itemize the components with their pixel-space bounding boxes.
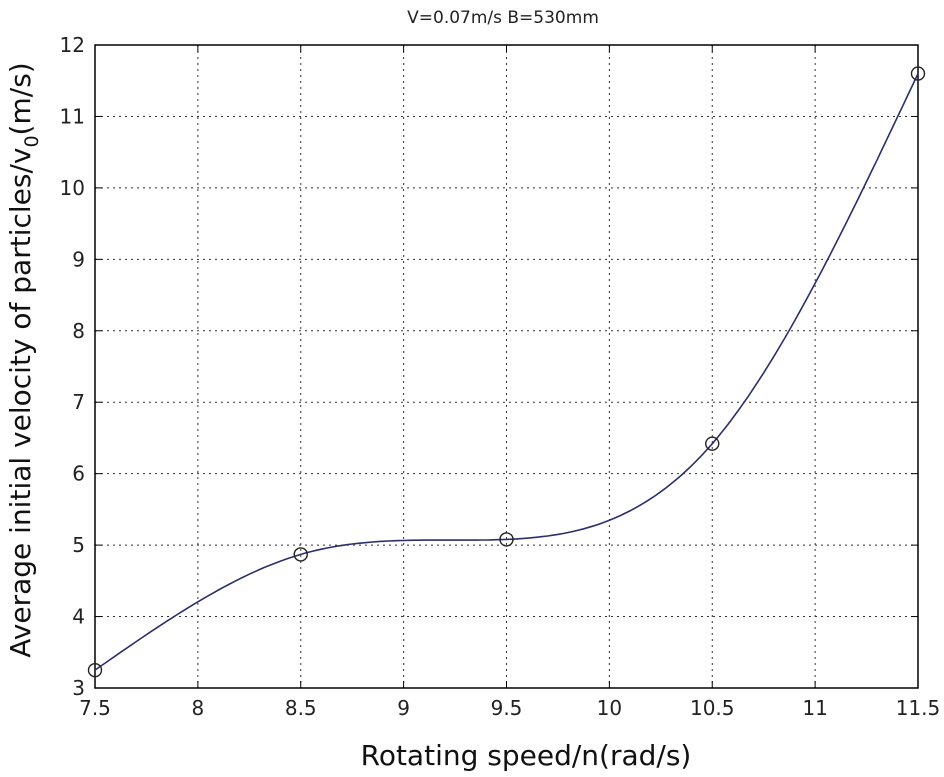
series-markers — [87, 66, 926, 678]
y-tick-label: 11 — [60, 104, 85, 128]
x-tick-label: 9.5 — [491, 696, 523, 720]
x-tick-label: 10 — [597, 696, 622, 720]
y-tick-label: 9 — [72, 247, 85, 271]
y-axis-label-main: Average initial velocity of particles/v — [4, 148, 37, 658]
y-axis-label: Average initial velocity of particles/v0… — [4, 62, 43, 657]
y-tick-label: 4 — [72, 605, 85, 629]
y-tick-labels: 3 4 5 6 7 8 9 10 11 12 — [60, 33, 85, 700]
y-axis-label-subscript: 0 — [21, 135, 43, 147]
x-axis-label: Rotating speed/n(rad/s) — [361, 739, 692, 772]
x-tick-label: 11 — [802, 696, 827, 720]
y-tick-label: 10 — [60, 176, 85, 200]
y-tick-label: 3 — [72, 676, 85, 700]
y-tick-label: 12 — [60, 33, 85, 57]
data-point-marker — [910, 66, 926, 81]
series-line — [94, 73, 919, 671]
data-point-marker — [499, 532, 514, 547]
y-tick-label: 7 — [72, 390, 85, 414]
x-tick-label: 9 — [397, 696, 410, 720]
x-tick-labels: 7.5 8 8.5 9 9.5 10 10.5 11 11.5 — [79, 696, 940, 720]
y-tick-label: 8 — [72, 319, 85, 343]
x-tick-label: 11.5 — [896, 696, 941, 720]
grid — [95, 45, 918, 688]
x-tick-label: 10.5 — [690, 696, 735, 720]
series-curve — [94, 73, 919, 671]
chart-title: V=0.07m/s B=530mm — [407, 8, 599, 28]
data-point-marker — [87, 662, 103, 678]
x-tick-label: 7.5 — [79, 696, 111, 720]
x-tick-label: 8 — [192, 696, 205, 720]
axis-ticks — [94, 44, 919, 689]
data-point-marker — [293, 547, 308, 562]
y-tick-label: 5 — [72, 533, 85, 557]
y-axis-label-unit: (m/s) — [4, 62, 37, 135]
y-tick-label: 6 — [72, 462, 85, 486]
data-point-marker — [705, 436, 720, 451]
x-tick-label: 8.5 — [285, 696, 317, 720]
